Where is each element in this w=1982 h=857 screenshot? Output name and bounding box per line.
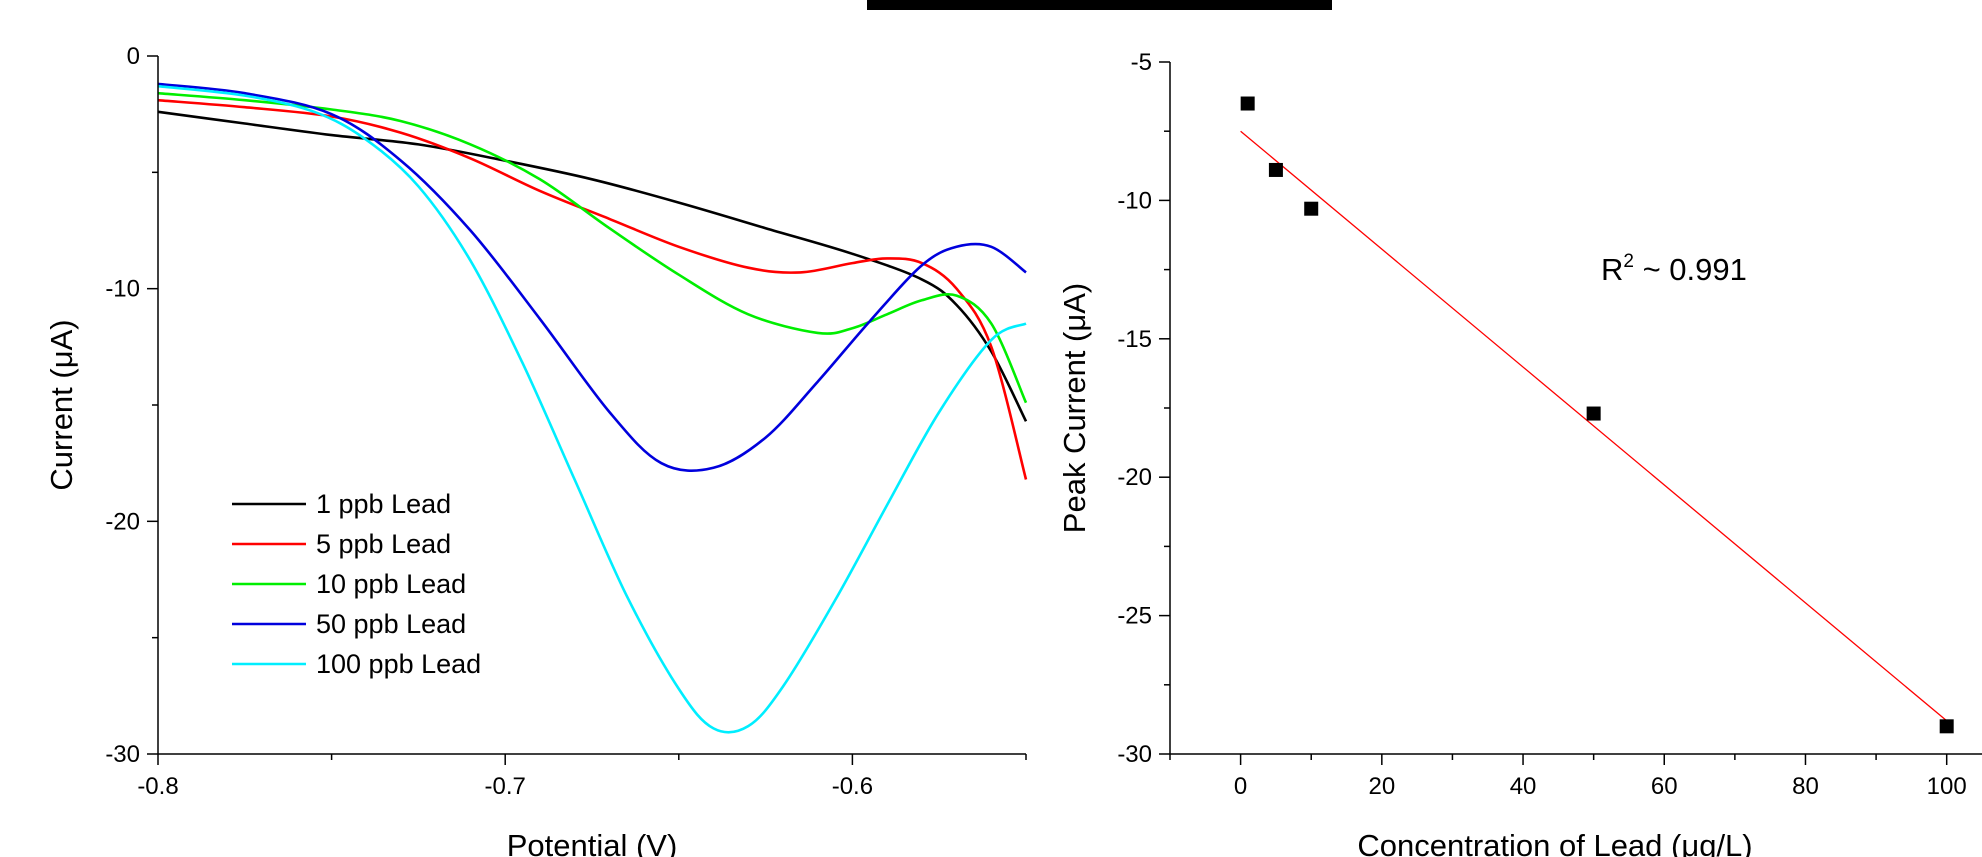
voltammogram-y-tick-label: -20 <box>105 508 140 535</box>
calibration-fit-group <box>1240 130 1948 722</box>
voltammogram-y-axis-label: Current (μA) <box>44 319 79 490</box>
voltammogram-x-tick-label: -0.7 <box>485 773 526 800</box>
voltammogram-series-line-3 <box>157 91 1028 404</box>
calibration-x-tick-label: 60 <box>1651 773 1678 800</box>
calibration-y-tick-label: -15 <box>1117 326 1152 353</box>
voltammogram-series-line-1 <box>157 110 1028 422</box>
legend-label-4: 50 ppb Lead <box>316 609 466 639</box>
voltammogram-series-line-4 <box>157 82 1027 472</box>
legend-label-5: 100 ppb Lead <box>316 649 481 679</box>
voltammogram-x-axis-label: Potential (V) <box>507 828 678 857</box>
r-squared-superscript: 2 <box>1623 251 1634 272</box>
top-black-bar <box>867 0 1332 10</box>
r-squared-prefix: R <box>1601 252 1623 287</box>
calibration-x-tick-label: 100 <box>1927 773 1967 800</box>
calibration-x-tick-label: 0 <box>1234 773 1247 800</box>
legend-label-2: 5 ppb Lead <box>316 529 451 559</box>
calibration-data-point-2 <box>1268 162 1283 177</box>
calibration-y-tick-label: -5 <box>1131 49 1152 76</box>
calibration-y-tick-label: -25 <box>1117 603 1152 630</box>
legend-label-3: 10 ppb Lead <box>316 569 466 599</box>
calibration-chart: 0 20 40 60 80 100 -5 -10 -15 -20 -25 -30 R2 ~ 0.991… <box>1057 49 1982 857</box>
calibration-x-tick-label: 80 <box>1792 773 1819 800</box>
calibration-points-group <box>1240 96 1954 734</box>
calibration-data-point-5 <box>1939 719 1954 734</box>
calibration-data-point-3 <box>1304 201 1319 216</box>
voltammogram-legend: 1 ppb Lead 5 ppb Lead 10 ppb Lead 50 ppb Le… <box>232 489 481 679</box>
voltammogram-y-tick-label: -10 <box>105 276 140 303</box>
calibration-y-tick-label: -20 <box>1117 464 1152 491</box>
calibration-y-axis-label: Peak Current (μA) <box>1057 283 1092 533</box>
voltammogram-y-tick-label: 0 <box>127 43 140 70</box>
calibration-axes: 0 20 40 60 80 100 -5 -10 -15 -20 -25 -30 <box>1117 49 1982 800</box>
voltammogram-x-tick-label: -0.6 <box>832 773 873 800</box>
voltammogram-y-tick-label: -30 <box>105 741 140 768</box>
linear-fit-line <box>1240 130 1948 722</box>
calibration-data-point-1 <box>1240 96 1255 111</box>
r-squared-annotation: R2 ~ 0.991 <box>1601 251 1747 287</box>
voltammogram-x-tick-label: -0.8 <box>137 773 178 800</box>
voltammogram-series-line-5 <box>157 84 1027 734</box>
voltammogram-chart: -0.8 -0.7 -0.6 0 -10 -20 -30 1 ppb Lead 5 ppb L… <box>44 43 1028 857</box>
voltammogram-axes: -0.8 -0.7 -0.6 0 -10 -20 -30 <box>105 43 1027 800</box>
voltammogram-series-line-2 <box>157 98 1028 480</box>
legend-label-1: 1 ppb Lead <box>316 489 451 519</box>
calibration-x-tick-label: 40 <box>1510 773 1537 800</box>
r-squared-value: ~ 0.991 <box>1634 252 1747 287</box>
calibration-y-tick-label: -10 <box>1117 187 1152 214</box>
calibration-data-point-4 <box>1586 406 1601 421</box>
calibration-x-tick-label: 20 <box>1368 773 1395 800</box>
calibration-x-axis-label: Concentration of Lead (μg/L) <box>1357 828 1752 857</box>
voltammogram-series-group <box>157 82 1028 734</box>
calibration-y-tick-label: -30 <box>1117 741 1152 768</box>
